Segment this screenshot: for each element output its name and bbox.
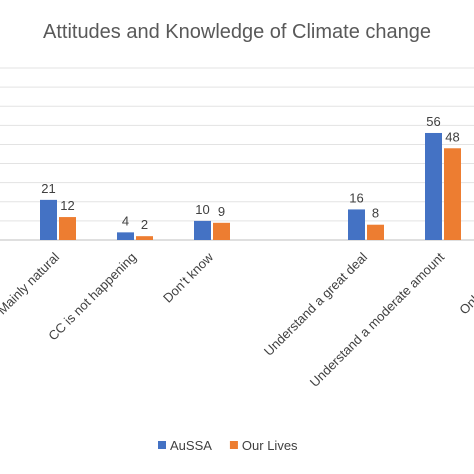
value-label: 12 [60, 198, 74, 213]
legend-label: AuSSA [170, 438, 212, 453]
value-label: 10 [195, 202, 209, 217]
legend-label: Our Lives [242, 438, 298, 453]
value-label: 2 [141, 217, 148, 232]
legend-swatch [158, 441, 166, 449]
value-label: 21 [41, 181, 55, 196]
bar [59, 217, 76, 240]
value-label: 4 [122, 213, 129, 228]
bar [136, 236, 153, 240]
value-label: 9 [218, 204, 225, 219]
value-label: 48 [445, 129, 459, 144]
bar [348, 209, 365, 240]
value-label: 16 [349, 190, 363, 205]
legend-swatch [229, 441, 238, 449]
bar [425, 132, 442, 240]
bar [367, 224, 384, 240]
bar [213, 222, 230, 240]
value-label: 56 [426, 114, 440, 129]
value-label: 8 [372, 206, 379, 221]
bar [40, 199, 57, 240]
bar [194, 220, 211, 240]
bar [117, 232, 134, 240]
bar [444, 148, 461, 240]
chart-title: Attitudes and Knowledge of Climate chang… [43, 21, 431, 43]
x-tick-label: Understand a moderate amount [307, 249, 448, 390]
x-tick-label: Don’t know [160, 249, 217, 306]
x-tick-label: Only understa [456, 249, 474, 317]
x-tick-label: CC is not happening [45, 250, 139, 344]
x-tick-label: Mainly natural [0, 249, 62, 317]
